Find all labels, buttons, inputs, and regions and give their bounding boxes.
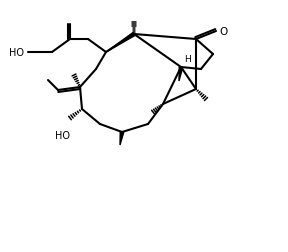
Polygon shape [106, 34, 135, 53]
Text: H: H [184, 55, 191, 64]
Text: HO: HO [54, 131, 69, 140]
Text: O: O [219, 27, 227, 37]
Polygon shape [179, 68, 183, 82]
Polygon shape [120, 132, 124, 145]
Text: HO: HO [9, 48, 24, 58]
